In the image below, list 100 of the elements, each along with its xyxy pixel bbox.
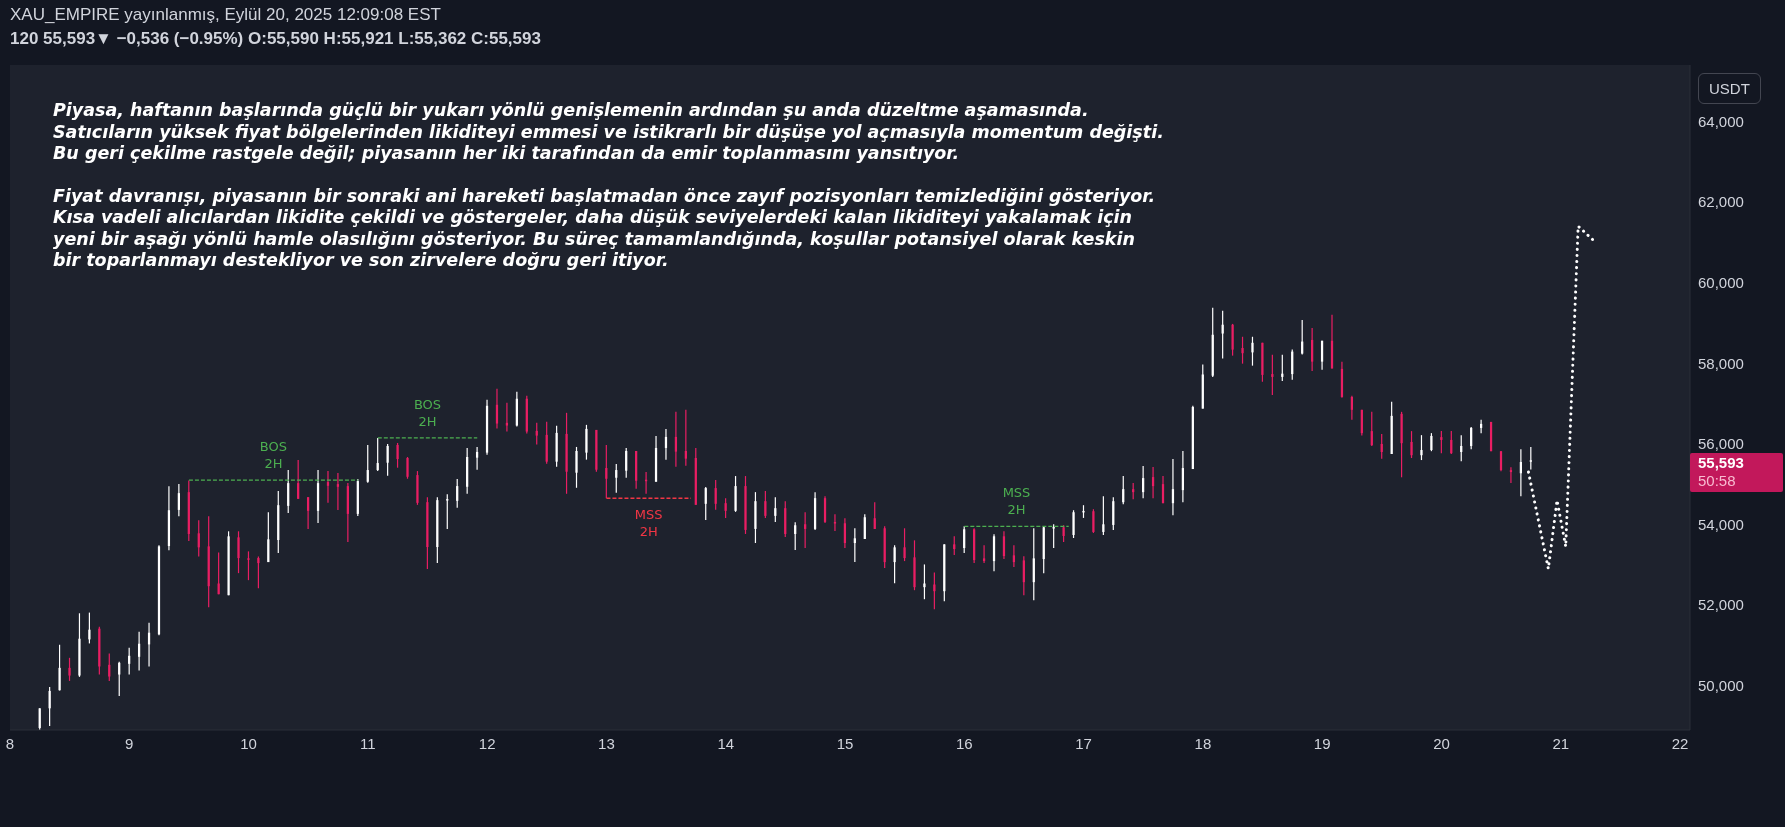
candlestick [1102, 495, 1105, 536]
candlestick [217, 551, 220, 595]
candlestick [1470, 426, 1473, 450]
candlestick [1509, 466, 1513, 484]
candlestick [625, 447, 628, 479]
candlestick [1311, 327, 1314, 372]
candlestick [118, 661, 121, 697]
candlestick [416, 470, 419, 506]
x-tick-label: 20 [1433, 734, 1450, 752]
candlestick [704, 486, 707, 521]
x-tick-label: 15 [836, 734, 854, 752]
candlestick [495, 388, 499, 430]
candlestick [982, 544, 986, 564]
x-tick-label: 22 [1671, 734, 1689, 752]
candlestick [1370, 411, 1373, 447]
candlestick [306, 496, 310, 530]
candlestick [794, 521, 797, 551]
candlestick [1251, 336, 1254, 367]
x-tick-label: 18 [1194, 734, 1212, 752]
candlestick [1420, 434, 1423, 461]
annotation: Fiyat davranışı, piyasanın bir sonraki ani hareketi başlatmadan önce zayıf pozisyonları temizlediğini gösteriyor. Kısa vadeli alıcılardan likidite çekildi ve göstergeler, daha düşük seviyelerdeki kalan likiditeyi yakalamak için yeni bir aşağı yönlü hamle olasılığını gösteriyor. Bu süreç tamamlandığında, koşullar potansiyel olarak keskin bir toparlanmayı destekliyor ve son zirvelere doğru geri itiyor. [53, 185, 1157, 272]
x-tick-label: 10 [240, 734, 257, 752]
candlestick [843, 517, 847, 549]
candlestick [684, 409, 687, 467]
y-tick-label: 50,000 [1698, 676, 1744, 694]
candlestick [605, 444, 608, 499]
candlestick [58, 644, 61, 692]
candlestick [913, 539, 916, 591]
y-tick-label: 52,000 [1698, 596, 1744, 614]
candlestick [137, 631, 141, 672]
candlestick [336, 472, 340, 511]
candlestick [585, 424, 588, 461]
candlestick [565, 412, 568, 495]
candlestick [475, 446, 479, 471]
candlestick [1082, 504, 1085, 519]
candlestick [1112, 496, 1115, 531]
candlestick [1171, 458, 1175, 516]
series-label: MSS 2H [633, 506, 664, 541]
candlestick [1092, 508, 1095, 534]
candlestick [615, 463, 618, 494]
x-tick-label: 17 [1075, 734, 1092, 752]
candlestick [535, 422, 538, 446]
candlestick [88, 612, 91, 645]
candlestick [953, 535, 956, 556]
candlestick [714, 479, 717, 511]
candlestick [1181, 450, 1185, 503]
text: 55,593 [1698, 454, 1745, 473]
candlestick [386, 443, 389, 477]
y-tick-label: 60,000 [1698, 273, 1744, 291]
candlestick [1430, 432, 1433, 452]
candlestick [823, 495, 827, 524]
candlestick [1142, 465, 1145, 499]
candlestick [724, 497, 727, 519]
candlestick [893, 544, 896, 584]
candlestick [1529, 446, 1532, 471]
candlestick [744, 475, 747, 535]
candlestick [873, 501, 876, 530]
x-tick-label: 11 [360, 734, 376, 752]
candlestick [456, 478, 459, 509]
candlestick [197, 519, 200, 558]
candlestick [853, 527, 856, 563]
annotation: Piyasa, haftanın başlarında güçlü bir yukarı yönlü genişlemenin ardından şu anda düzeltme aşamasında. Satıcıların yüksek fiyat bölgelerinden likiditeyi emmesi ve istikrarlı bir düşüşe yol açmasıyla momentum değişti. Bu geri çekilme rastgele değil; piyasanın her iki tarafından da emir toplanmasını yansıtıyor. [53, 100, 1164, 165]
candlestick [1032, 527, 1035, 601]
candlestick [1052, 523, 1055, 549]
text: 50:58 [1698, 472, 1737, 491]
series-label: BOS 2H [412, 395, 443, 430]
series-label: MSS 2H [1001, 484, 1032, 519]
series-label: BOS 2H [258, 438, 288, 473]
candlestick [287, 469, 290, 514]
candlestick [1271, 354, 1274, 396]
candlestick [267, 511, 270, 563]
candlestick [764, 490, 767, 519]
candlestick [863, 513, 866, 540]
x-tick-label: 21 [1552, 734, 1570, 752]
candlestick [1221, 310, 1224, 360]
candlestick [575, 446, 578, 489]
candlestick [396, 442, 399, 469]
y-tick-label: 56,000 [1698, 435, 1744, 453]
candlestick [227, 530, 230, 596]
candlestick [1440, 430, 1443, 454]
chart-subtitle: 120 55,593▼ −0,536 (−0.95%) O:55,590 H:55,921 L:55,362 C:55,593 [10, 29, 541, 49]
candlestick [963, 525, 966, 554]
candlestick [1022, 555, 1025, 596]
candlestick [366, 444, 369, 484]
candlestick [774, 496, 777, 523]
y-tick-label: 58,000 [1698, 354, 1744, 372]
candlestick [1002, 530, 1006, 560]
candlestick [1151, 466, 1155, 499]
candlestick [1350, 395, 1354, 421]
candlestick [923, 563, 926, 600]
candlestick [446, 493, 449, 530]
chart-title: XAU_EMPIRE yayınlanmış, Eylül 20, 2025 12:09:08 EST [10, 5, 441, 25]
candlestick [257, 555, 260, 589]
candlestick [754, 491, 757, 544]
y-tick-label: 54,000 [1698, 515, 1744, 533]
candlestick [326, 470, 330, 504]
y-tick-label: 62,000 [1698, 193, 1744, 211]
candlestick [297, 459, 300, 500]
x-tick-label: 13 [598, 734, 615, 752]
candlestick [1410, 430, 1413, 459]
